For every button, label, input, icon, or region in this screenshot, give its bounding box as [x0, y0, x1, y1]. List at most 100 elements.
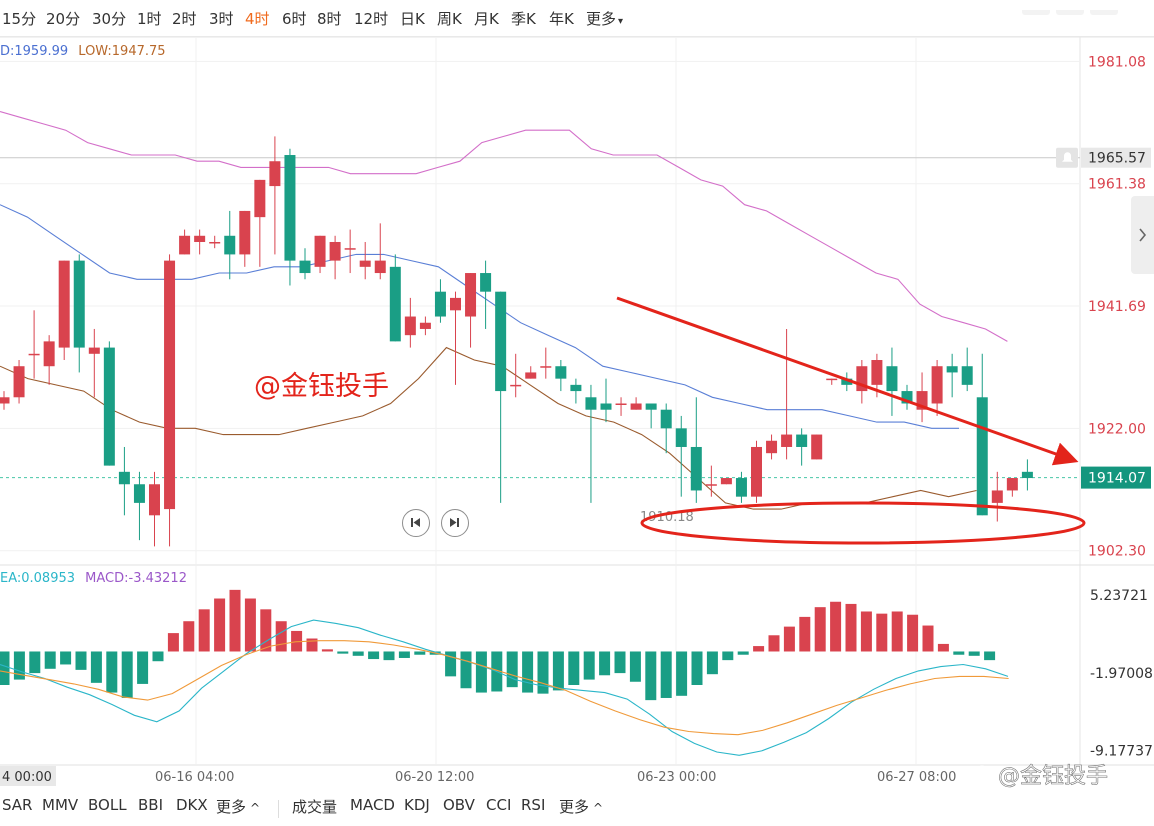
timeframe-tab-10[interactable]: 日K — [400, 10, 425, 28]
candle-42 — [630, 403, 642, 410]
candle-63 — [946, 366, 958, 373]
skip-back-icon — [411, 518, 420, 527]
overlay-indicator-2[interactable]: BOLL — [88, 796, 127, 814]
macd-bar-16 — [244, 598, 256, 652]
candle-19 — [284, 155, 296, 261]
timeframe-tab-4[interactable]: 2时 — [172, 10, 197, 28]
timeframe-tab-15[interactable]: 更多 ▾ — [586, 10, 624, 28]
macd-bar-47 — [722, 651, 734, 661]
macd-tick-1: -1.97008 — [1090, 666, 1153, 682]
candle-51 — [766, 440, 778, 454]
boll-upper-line — [0, 110, 1008, 342]
timeframe-toolbar: 15分 20分 30分 1时 2时 3时 4时 6时 8时 12时 日K 周K 月K 季K 年K 更多 ▾ — [0, 0, 1154, 37]
macd-bar-38 — [583, 651, 595, 680]
macd-bar-17 — [260, 609, 272, 652]
sub-indicator-6[interactable]: 更多 ^ — [559, 798, 604, 816]
skip-forward-icon — [450, 518, 459, 527]
dropdown-caret-icon: ▾ — [618, 16, 624, 27]
overlay-indicator-4[interactable]: DKX — [176, 796, 208, 814]
timeframe-tab-8[interactable]: 8时 — [317, 10, 342, 28]
timeframe-tab-14[interactable]: 年K — [549, 10, 574, 28]
timeframe-tab-1[interactable]: 20分 — [46, 10, 81, 28]
support-ellipse — [640, 501, 1086, 545]
toolbar-divider — [278, 800, 279, 818]
legend-high: D:1959.99 — [0, 44, 69, 59]
candle-27 — [404, 316, 416, 336]
side-panel-toggle[interactable] — [1131, 196, 1154, 274]
candle-29 — [434, 291, 446, 317]
macd-bar-3 — [44, 651, 56, 669]
macd-bar-7 — [106, 651, 118, 693]
candle-66 — [991, 490, 1003, 503]
macd-bar-30 — [460, 651, 472, 689]
candle-3 — [43, 341, 55, 367]
timeframe-tab-13[interactable]: 季K — [511, 10, 536, 28]
chevron-right-icon — [1139, 228, 1147, 242]
time-tick-1: 06-16 04:00 — [155, 770, 234, 785]
sub-indicator-2[interactable]: KDJ — [404, 796, 430, 814]
sub-indicator-3[interactable]: OBV — [443, 796, 475, 814]
macd-bar-51 — [783, 626, 795, 652]
skip-forward-button[interactable] — [441, 509, 469, 537]
overlay-indicator-3[interactable]: BBI — [138, 796, 164, 814]
macd-bar-52 — [799, 616, 811, 652]
current-price-tag — [1081, 466, 1151, 489]
macd-bar-56 — [860, 611, 872, 652]
trend-arrow — [616, 296, 1079, 466]
current-price: 1914.07 — [1088, 471, 1146, 487]
timeframe-tab-2[interactable]: 30分 — [92, 10, 127, 28]
candle-2 — [28, 353, 40, 356]
candle-21 — [314, 235, 326, 267]
macd-bar-60 — [922, 625, 934, 652]
sub-indicator-4[interactable]: CCI — [486, 796, 512, 814]
macd-bar-14 — [214, 598, 226, 652]
timeframe-tab-3[interactable]: 1时 — [137, 10, 162, 28]
candle-60 — [901, 391, 913, 404]
overlay-indicator-0[interactable]: SAR — [2, 796, 33, 814]
candle-4 — [58, 260, 70, 348]
macd-bar-13 — [198, 609, 210, 652]
candle-25 — [374, 260, 386, 274]
macd-bar-11 — [167, 633, 179, 652]
bell-icon — [1062, 152, 1073, 162]
candle-44 — [660, 409, 672, 429]
timeframe-tab-5[interactable]: 3时 — [209, 10, 234, 28]
macd-dea-line — [0, 640, 1009, 736]
legend-low: LOW:1947.75 — [78, 44, 166, 59]
crosshair-price-tag — [1081, 147, 1151, 168]
macd-bar-36 — [552, 651, 564, 691]
macd-bar-24 — [368, 651, 380, 660]
macd-bar-49 — [753, 646, 765, 652]
timeframe-tab-9[interactable]: 12时 — [354, 10, 389, 28]
macd-bar-40 — [614, 651, 626, 674]
macd-bar-25 — [383, 651, 395, 661]
candle-36 — [540, 366, 552, 368]
macd-bar-4 — [60, 651, 72, 665]
overlay-indicator-1[interactable]: MMV — [42, 796, 79, 814]
sub-indicator-5[interactable]: RSI — [521, 796, 546, 814]
macd-bar-41 — [629, 651, 641, 682]
time-tick-3: 06-23 00:00 — [637, 770, 716, 785]
macd-bar-34 — [522, 651, 534, 693]
timeframe-tab-12[interactable]: 月K — [474, 10, 499, 28]
overlay-indicator-5[interactable]: 更多 ^ — [216, 798, 261, 816]
skip-back-button[interactable] — [402, 509, 430, 537]
sub-indicator-0[interactable]: 成交量 — [292, 798, 338, 816]
macd-bar-57 — [876, 613, 888, 652]
macd-legend: EA:0.08953 MACD:-3.43212 — [0, 571, 187, 586]
macd-bar-58 — [891, 611, 903, 652]
macd-bar-1 — [13, 651, 25, 680]
timeframe-tab-11[interactable]: 周K — [437, 10, 462, 28]
sub-indicator-1[interactable]: MACD — [350, 796, 395, 814]
candle-56 — [841, 378, 853, 385]
candle-48 — [720, 478, 732, 485]
timeframe-tab-0[interactable]: 15分 — [2, 10, 37, 28]
timeframe-tab-6[interactable]: 4时 — [245, 10, 270, 28]
macd-bar-18 — [275, 621, 287, 652]
candle-13 — [194, 235, 206, 242]
legend-macd: MACD:-3.43212 — [85, 571, 187, 586]
candle-24 — [359, 260, 371, 267]
timeframe-tab-7[interactable]: 6时 — [282, 10, 307, 28]
candle-38 — [570, 384, 582, 392]
